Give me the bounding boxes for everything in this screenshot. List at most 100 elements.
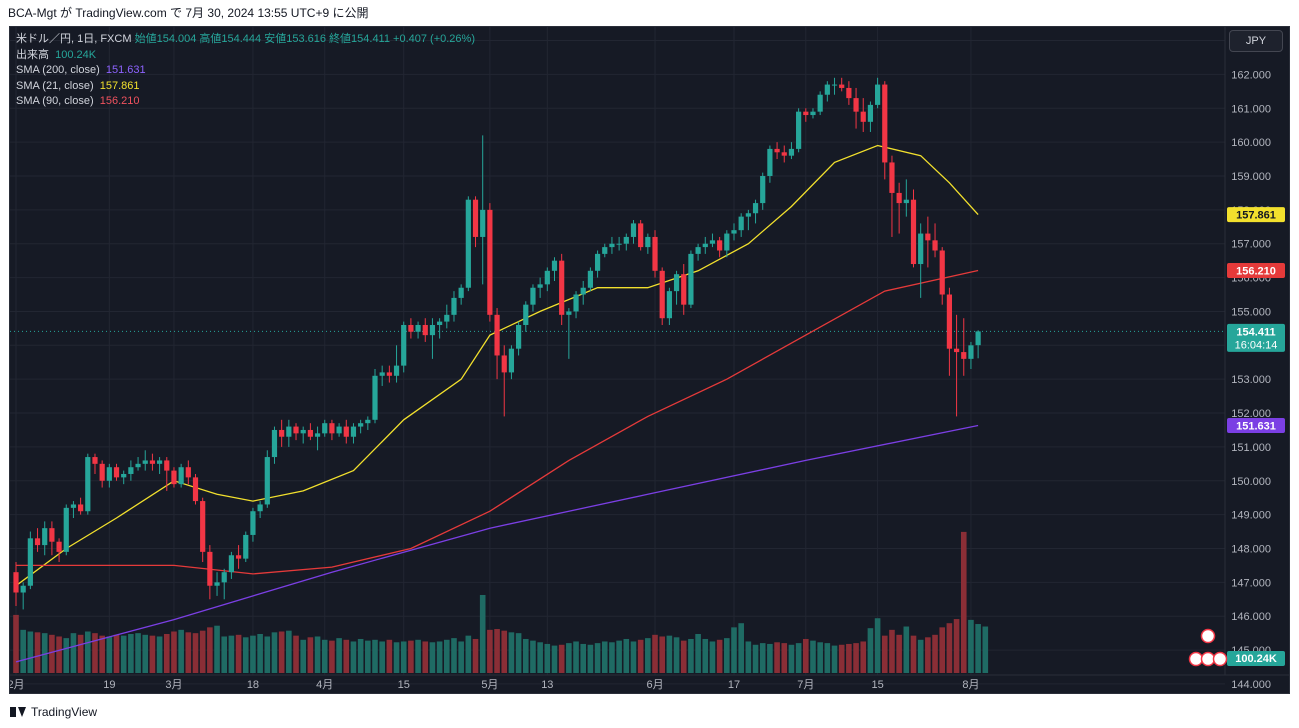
volume-bar: [436, 641, 443, 673]
volume-bar: [286, 630, 292, 673]
candle: [27, 531, 33, 590]
volume-bar: [142, 634, 149, 673]
candle: [70, 501, 77, 519]
volume-bar: [580, 643, 587, 673]
candle-body: [257, 504, 263, 512]
candle: [673, 270, 680, 305]
candle: [666, 287, 672, 325]
candle: [192, 473, 199, 505]
candle: [343, 419, 349, 444]
candle-body: [824, 84, 830, 95]
volume-bar: [92, 633, 98, 673]
candle-body: [56, 541, 62, 552]
volume-bar: [41, 633, 48, 673]
volume-bar: [199, 630, 206, 673]
candle-body: [932, 240, 938, 251]
candle-body: [386, 372, 392, 376]
candle-body: [185, 467, 191, 478]
volume-bar: [34, 632, 41, 673]
candle: [63, 504, 69, 556]
candle-body: [551, 260, 558, 271]
candle: [824, 81, 830, 102]
x-tick-label: 8月: [962, 679, 979, 691]
candle: [537, 277, 543, 298]
candle: [78, 497, 84, 515]
volume-bar: [673, 637, 680, 673]
candle-body: [587, 270, 593, 288]
volume-axis-label: 100.24K: [1235, 653, 1277, 665]
candle-body: [121, 473, 127, 478]
candle-body: [42, 528, 48, 546]
candle: [34, 528, 41, 552]
volume-value: 100.24K: [55, 48, 97, 61]
candle: [903, 179, 909, 217]
legend-sma90-row[interactable]: SMA (90, close) 156.210: [16, 94, 475, 110]
candle-body: [393, 365, 400, 376]
currency-button[interactable]: JPY: [1229, 30, 1283, 52]
volume-bar: [99, 635, 105, 673]
candle-body: [925, 233, 931, 241]
candle-body: [594, 253, 601, 271]
x-tick-label: 3月: [165, 679, 182, 691]
volume-bar: [228, 635, 235, 673]
volume-bar: [968, 619, 974, 673]
legend-sma21-row[interactable]: SMA (21, close) 157.861: [16, 79, 475, 95]
candle: [42, 521, 48, 556]
candle-body: [702, 243, 708, 248]
candle: [839, 77, 845, 92]
volume-bar: [257, 633, 263, 673]
sma90-value: 156.210: [99, 95, 140, 107]
candle-body: [839, 84, 845, 88]
candle-body: [221, 572, 227, 583]
candle: [379, 365, 385, 386]
price-chart[interactable]: 163.000162.000161.000160.000159.000158.0…: [10, 27, 1289, 693]
candle-body: [300, 429, 306, 434]
x-tick-label: 17: [728, 679, 740, 691]
candle: [616, 236, 622, 251]
candle-body: [681, 274, 687, 305]
candle: [559, 253, 565, 325]
x-tick-label: 15: [398, 679, 410, 691]
candle: [185, 460, 191, 485]
volume-bar: [135, 633, 141, 673]
candle: [437, 318, 443, 339]
volume-bar: [530, 640, 536, 673]
candle-body: [537, 284, 543, 288]
candle: [451, 291, 457, 322]
candle: [774, 142, 780, 160]
volume-bar: [49, 634, 55, 673]
candle-body: [322, 423, 328, 434]
sma90-label: SMA (90, close): [16, 95, 94, 107]
legend-symbol-row[interactable]: 米ドル／円, 1日, FXCM 始値154.004 高値154.444 安値15…: [16, 32, 475, 48]
volume-bar: [501, 630, 508, 673]
candle: [810, 108, 816, 119]
candle-body: [451, 297, 457, 315]
volume-bar: [838, 644, 845, 673]
volume-bar: [637, 639, 644, 673]
candle-body: [379, 372, 385, 376]
candle: [645, 233, 651, 254]
volume-bar: [767, 643, 773, 673]
candle-body: [135, 463, 141, 468]
candle: [932, 223, 938, 258]
candle-body: [566, 311, 572, 315]
y-tick-label: 153.000: [1231, 374, 1271, 386]
volume-bar: [867, 628, 874, 673]
candle: [975, 330, 981, 359]
volume-bar: [724, 638, 730, 673]
candle-body: [343, 426, 349, 437]
economic-event-icon: [1212, 651, 1228, 667]
candle-body: [365, 419, 371, 424]
candle: [257, 501, 263, 519]
sma-line: [16, 269, 979, 575]
legend-sma200-row[interactable]: SMA (200, close) 151.631: [16, 63, 475, 79]
candle: [99, 460, 105, 488]
legend-volume-row[interactable]: 出来高 100.24K: [16, 48, 475, 64]
candle-body: [760, 175, 766, 204]
chart-frame[interactable]: 米ドル／円, 1日, FXCM 始値154.004 高値154.444 安値15…: [9, 26, 1290, 694]
candle: [544, 267, 550, 292]
candle-body: [250, 511, 256, 535]
volume-bar: [558, 644, 565, 673]
volume-bar: [408, 640, 414, 673]
candle: [200, 497, 206, 563]
